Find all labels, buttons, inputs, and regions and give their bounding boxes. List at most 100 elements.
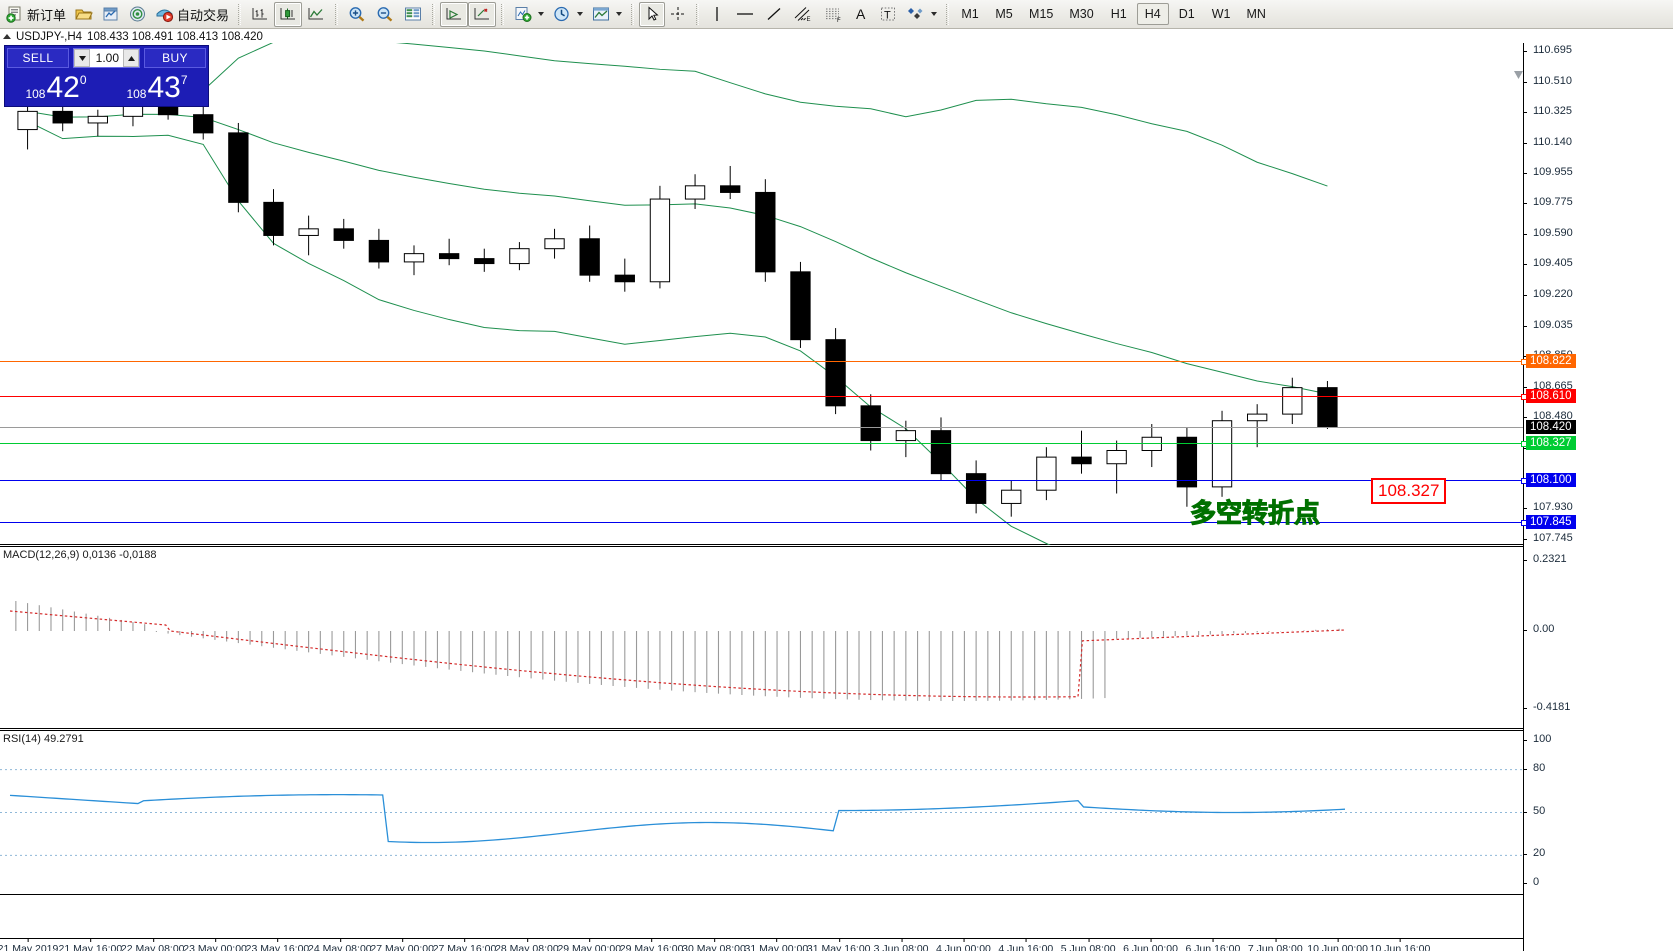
scroll-indicator-icon[interactable] (1514, 71, 1523, 80)
folder-icon (75, 9, 93, 20)
chevron-up-icon (127, 55, 135, 61)
volume-increase-button[interactable] (123, 49, 139, 67)
candle (825, 328, 846, 415)
buy-price-display[interactable]: 108 43 7 (108, 70, 206, 104)
candle (298, 215, 319, 256)
volume-stepper[interactable]: 1.00 (73, 48, 140, 68)
timeframe-h4[interactable]: H4 (1136, 3, 1169, 25)
price-tick: 109.405 (1523, 257, 1573, 269)
rsi-tick: 100 (1522, 733, 1551, 745)
price-tick: 109.955 (1523, 166, 1573, 178)
symbol-info-bar: USDJPY-,H4 108.433 108.491 108.413 108.4… (0, 30, 263, 43)
rsi-tick: 50 (1522, 805, 1545, 817)
folder-button[interactable] (70, 2, 97, 27)
volume-decrease-button[interactable] (74, 49, 90, 67)
timeframe-m15[interactable]: M15 (1029, 7, 1054, 21)
level-tag-pivot-green[interactable]: 108.327 (1526, 435, 1576, 450)
horizontal-line-button[interactable] (730, 2, 760, 27)
price-tick: 109.590 (1523, 227, 1573, 239)
timeframe-m5[interactable]: M5 (995, 7, 1013, 21)
zoom-out-button[interactable] (371, 2, 399, 27)
rsi-pane[interactable]: RSI(14) 49.2791 (0, 730, 1523, 895)
timeframe-h1[interactable]: H1 (1110, 7, 1127, 21)
volume-input[interactable]: 1.00 (90, 49, 123, 67)
shapes-button[interactable] (902, 2, 941, 27)
trendline-button[interactable] (760, 2, 788, 27)
shift-end-icon (446, 8, 462, 20)
level-tag-resistance-orange[interactable]: 108.822 (1526, 353, 1576, 368)
crosshair-button[interactable] (665, 2, 691, 27)
macd-tick: 0.2321 (1523, 553, 1567, 565)
toolbar-separator-3 (432, 3, 436, 25)
line-chart-icon (308, 8, 324, 20)
level-line-last-price[interactable] (0, 427, 1523, 429)
level-line-resistance-red[interactable] (0, 393, 1527, 400)
price-tick: 110.325 (1523, 105, 1572, 117)
timeframe-w1[interactable]: W1 (1211, 7, 1231, 21)
level-tag-support-blue-1[interactable]: 108.100 (1526, 473, 1576, 488)
shapes-dropdown-caret[interactable] (931, 12, 938, 16)
vertical-line-button[interactable] (704, 2, 730, 27)
level-tag-resistance-red[interactable]: 108.610 (1526, 388, 1576, 403)
macd-tick: -0.4181 (1522, 701, 1570, 713)
candle (1036, 447, 1057, 501)
price-axis[interactable]: 110.695 110.510 110.325 110.140 109.955 109.7… (1522, 43, 1673, 951)
fibonacci-button[interactable]: F (818, 2, 848, 27)
zoom-in-button[interactable] (343, 2, 371, 27)
line-chart-button[interactable] (302, 2, 330, 27)
timeframe-m30[interactable]: M30 (1069, 7, 1094, 21)
signal-button[interactable] (124, 2, 151, 27)
time-tick-label: 21 May 16:00 (59, 938, 122, 951)
bar-chart-button[interactable] (246, 2, 274, 27)
equidistant-channel-button[interactable]: E (788, 2, 818, 27)
templates-button[interactable] (587, 2, 626, 27)
timeframe-mn[interactable]: MN (1246, 7, 1266, 21)
trendline-icon (767, 8, 781, 20)
sell-price-display[interactable]: 108 42 0 (7, 70, 105, 104)
templates-dropdown-caret[interactable] (616, 12, 623, 16)
time-tick-label: 31 May 16:00 (807, 938, 871, 951)
text-button[interactable]: A (848, 2, 874, 27)
timeframe-m1[interactable]: M1 (961, 7, 979, 21)
cursor-button[interactable] (639, 1, 666, 27)
indicators-button[interactable] (509, 2, 548, 27)
periods-dropdown-caret[interactable] (577, 12, 584, 16)
level-line-support-blue-1[interactable] (0, 478, 1527, 485)
candlestick-chart-button[interactable] (274, 1, 303, 27)
time-tick-label: 10 Jun 00:00 (1307, 938, 1368, 951)
price-pane[interactable]: 多空转折点 108.327 (0, 43, 1527, 545)
level-tag-support-blue-2[interactable]: 107.845 (1526, 515, 1576, 530)
time-tick-label: 4 Jun 16:00 (998, 938, 1053, 951)
zoom-in-icon (349, 7, 365, 22)
auto-scroll-button[interactable] (468, 1, 497, 27)
text-icon: A (856, 6, 866, 22)
data-window-button[interactable] (97, 2, 124, 27)
price-tick: 109.775 (1523, 196, 1573, 208)
time-axis[interactable]: 21 May 2019 21 May 16:00 22 May 08:00 23 Ma… (0, 938, 1523, 951)
time-tick-label: 6 Jun 16:00 (1185, 938, 1240, 951)
autotrading-button[interactable]: 自动交易 (151, 2, 233, 27)
new-order-button[interactable]: 新订单 (2, 2, 70, 27)
rsi-label: RSI(14) 49.2791 (3, 733, 84, 745)
sell-button[interactable]: SELL (7, 48, 69, 68)
time-tick-label: 21 May 2019 (0, 938, 58, 951)
macd-pane[interactable]: MACD(12,26,9) 0,0136 -0,0188 (0, 546, 1523, 729)
time-tick-label: 31 May 00:00 (745, 938, 808, 951)
price-callout-annotation[interactable]: 108.327 (1371, 478, 1447, 504)
shift-end-button[interactable] (440, 1, 469, 27)
timeframe-d1[interactable]: D1 (1178, 7, 1195, 21)
time-tick-label: 4 Jun 00:00 (936, 938, 991, 951)
periods-button[interactable] (548, 2, 587, 27)
indicators-dropdown-caret[interactable] (538, 12, 545, 16)
level-line-resistance-orange[interactable] (0, 358, 1527, 365)
candle (474, 248, 495, 272)
text-label-button[interactable]: T (874, 2, 902, 27)
one-click-prices: 108 42 0 108 43 7 (5, 70, 208, 106)
level-line-pivot-green[interactable] (0, 440, 1527, 447)
turning-point-annotation[interactable]: 多空转折点 (1189, 499, 1321, 530)
level-tag-last-price[interactable]: 108.420 (1526, 420, 1576, 435)
buy-button[interactable]: BUY (144, 48, 206, 68)
chart-area[interactable]: 多空转折点 108.327 MACD(12,26,9) 0,0136 -0,01… (0, 43, 1673, 951)
collapse-triangle-icon[interactable] (3, 34, 11, 39)
tile-windows-button[interactable] (399, 2, 427, 27)
